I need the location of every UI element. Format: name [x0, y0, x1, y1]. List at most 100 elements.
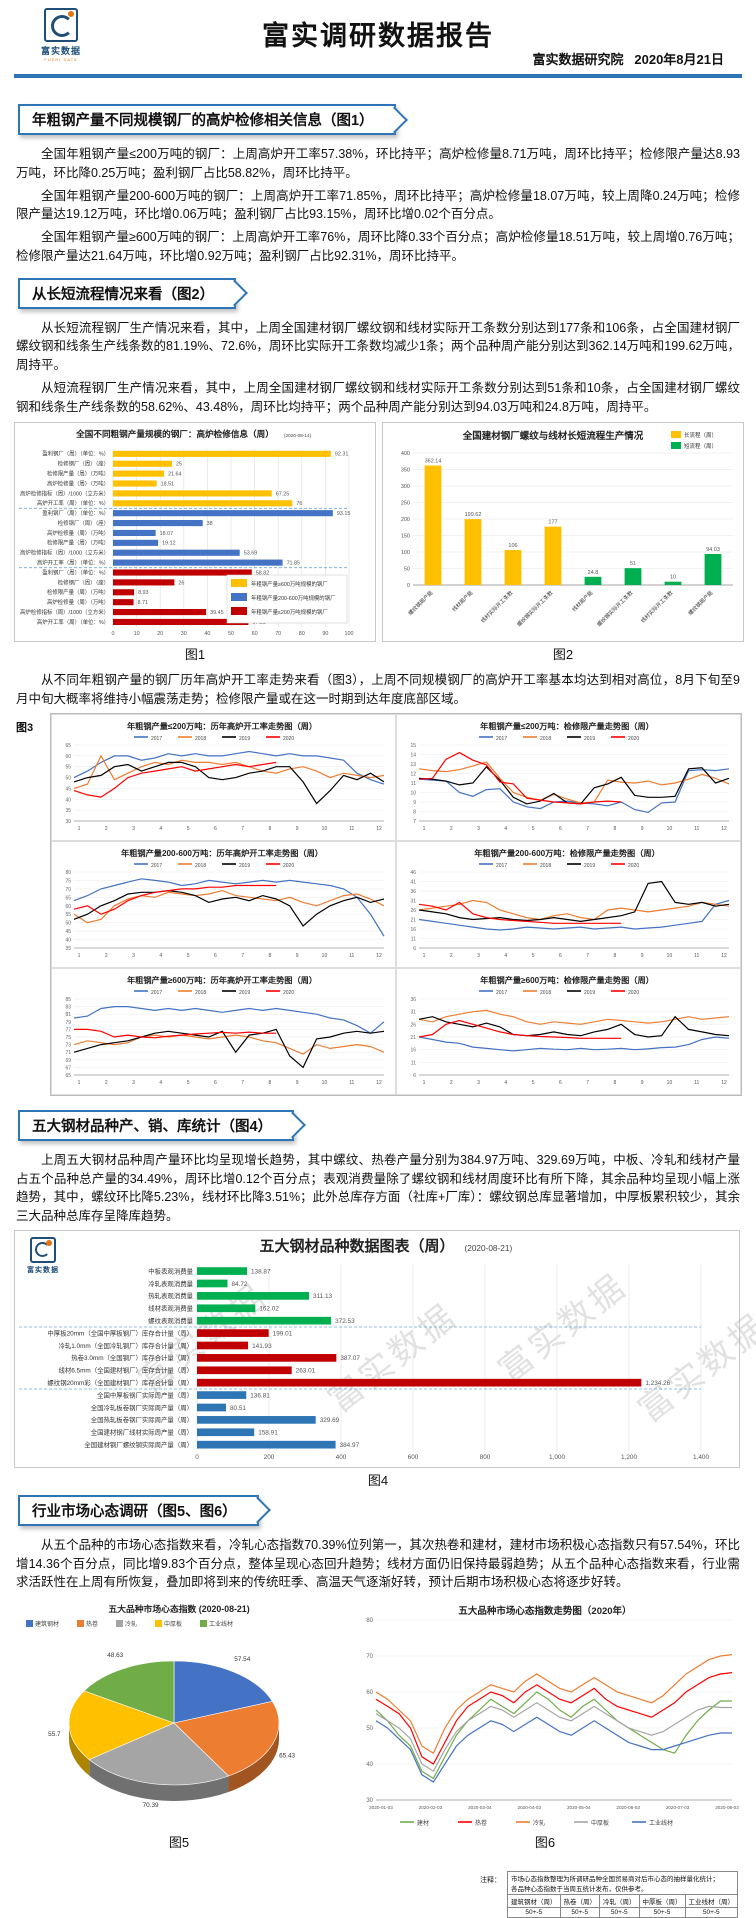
svg-text:60: 60 [65, 754, 71, 760]
svg-text:41: 41 [410, 879, 416, 885]
svg-text:高炉开工率（周）（单位：%）: 高炉开工率（周）（单位：%） [37, 499, 109, 507]
svg-text:螺纹表观消费量: 螺纹表观消费量 [148, 1316, 193, 1325]
svg-text:81: 81 [65, 1012, 71, 1018]
svg-text:46: 46 [410, 870, 416, 876]
svg-text:329.69: 329.69 [320, 1417, 340, 1424]
svg-text:检修限产量（周）（万吨）: 检修限产量（周）（万吨） [47, 470, 109, 478]
svg-text:全国建材钢厂螺纹钢实际周产量（周）: 全国建材钢厂螺纹钢实际周产量（周） [84, 1440, 193, 1449]
svg-text:2020: 2020 [283, 736, 294, 742]
chart-fig2-process-bars: 全国建材钢厂螺纹与线材长短流程生产情况 长流程（周） 短流程（周） 0 50 100 150… [382, 422, 744, 643]
svg-text:线材表观消费量: 线材表观消费量 [148, 1303, 193, 1312]
svg-text:8: 8 [269, 953, 272, 959]
svg-text:高炉检修量（周）（万吨）: 高炉检修量（周）（万吨） [47, 529, 109, 537]
svg-text:9: 9 [641, 1080, 644, 1086]
svg-text:9: 9 [641, 826, 644, 832]
svg-text:3: 3 [132, 953, 135, 959]
svg-text:年粗钢产量200-600万吨规模的钢厂: 年粗钢产量200-600万吨规模的钢厂 [251, 594, 336, 602]
svg-text:2017: 2017 [151, 990, 162, 996]
svg-text:31: 31 [410, 1009, 416, 1015]
svg-text:18.07: 18.07 [160, 531, 174, 537]
svg-text:83: 83 [65, 1004, 71, 1010]
chart-fig3-large600-utilization: 年粗钢产量≥600万吨：历年高炉开工率走势图（周） 2017 2018 2019 202… [51, 967, 396, 1095]
svg-text:6: 6 [214, 953, 217, 959]
svg-text:65: 65 [65, 743, 71, 749]
header-meta: 富实数据研究院 2020年8月21日 [533, 49, 724, 68]
svg-text:12: 12 [721, 953, 727, 959]
svg-text:75: 75 [65, 878, 71, 884]
svg-text:57.54: 57.54 [234, 1656, 250, 1663]
svg-text:全国不同粗钢产量规模的钢厂：高炉检修信息（周）: 全国不同粗钢产量规模的钢厂：高炉检修信息（周） [75, 428, 274, 439]
svg-text:12: 12 [721, 826, 727, 832]
logo-text-small: 富实数据 [27, 1266, 59, 1274]
svg-text:311.13: 311.13 [313, 1293, 333, 1300]
svg-text:71.85: 71.85 [287, 561, 301, 567]
svg-text:2019: 2019 [584, 863, 595, 869]
svg-text:92.31: 92.31 [335, 452, 349, 458]
svg-text:50: 50 [366, 1726, 373, 1732]
svg-text:螺纹钢实际开工条数: 螺纹钢实际开工条数 [515, 589, 555, 629]
svg-text:2020: 2020 [628, 990, 639, 996]
svg-text:11: 11 [349, 953, 354, 959]
svg-text:15: 15 [410, 743, 416, 749]
svg-text:线材实际开工条数: 线材实际开工条数 [479, 589, 515, 625]
section1-title: 年粗钢产量不同规模钢厂的高炉检修相关信息（图1） [18, 104, 396, 135]
svg-text:5: 5 [532, 826, 535, 832]
svg-text:8: 8 [269, 1080, 272, 1086]
svg-text:5: 5 [187, 1080, 190, 1086]
svg-text:12: 12 [410, 771, 416, 777]
svg-text:盈利钢厂（周）（单位：%）: 盈利钢厂（周）（单位：%） [42, 450, 109, 458]
svg-text:0: 0 [195, 1454, 199, 1461]
svg-text:26: 26 [410, 908, 416, 914]
svg-text:800: 800 [480, 1454, 491, 1461]
svg-text:线材6.5mm（全国建材钢厂）库存合计量（周）: 线材6.5mm（全国建材钢厂）库存合计量（周） [58, 1365, 193, 1374]
svg-text:10: 10 [322, 826, 328, 832]
svg-text:73: 73 [65, 1042, 71, 1048]
svg-text:年粗钢产量≤200万吨：检修限产量走势图（周）: 年粗钢产量≤200万吨：检修限产量走势图（周） [480, 721, 654, 731]
svg-text:55: 55 [65, 912, 71, 918]
svg-text:162.02: 162.02 [259, 1305, 279, 1312]
svg-text:3: 3 [477, 953, 480, 959]
svg-text:50: 50 [65, 775, 71, 781]
svg-text:工业线材: 工业线材 [209, 1620, 233, 1628]
svg-text:21: 21 [410, 917, 416, 923]
svg-text:5: 5 [187, 826, 190, 832]
svg-text:2020-04-03: 2020-04-03 [518, 1805, 542, 1810]
svg-text:6: 6 [559, 953, 562, 959]
svg-text:11: 11 [411, 1060, 416, 1066]
svg-text:10: 10 [670, 575, 676, 581]
fig6-caption: 图6 [534, 1835, 556, 1850]
company-logo: 富实数据 FUSHI DATA [36, 8, 86, 62]
svg-text:2: 2 [105, 826, 108, 832]
fig4-caption: 图4 [367, 1472, 389, 1488]
svg-text:10: 10 [410, 790, 416, 796]
svg-text:6: 6 [559, 1080, 562, 1086]
svg-text:20: 20 [157, 631, 163, 637]
svg-text:2019: 2019 [584, 736, 595, 742]
svg-text:250: 250 [401, 501, 410, 507]
svg-text:85: 85 [65, 997, 71, 1003]
fig3-grid: 年粗钢产量≤200万吨：历年高炉开工率走势图（周） 2017 2018 2019 202… [50, 712, 742, 1096]
svg-text:384.97: 384.97 [340, 1442, 360, 1449]
svg-text:3: 3 [477, 1080, 480, 1086]
svg-text:7: 7 [413, 819, 416, 825]
chart-fig6-sentiment-lines: 五大品种市场心态指数走势图（2020年） 建材 热卷 冷轧 中厚板 工业线材 30 40 50 6… [350, 1598, 740, 1830]
svg-text:25: 25 [176, 462, 182, 468]
svg-text:建材: 建材 [417, 1819, 429, 1827]
svg-text:8: 8 [614, 953, 617, 959]
chart-fig3-large600-maintenance: 年粗钢产量≥600万吨：检修限产量走势图（周） 2017 2018 2019 2020 6… [396, 967, 741, 1095]
svg-text:70.39: 70.39 [143, 1802, 159, 1809]
svg-text:热轧表观消费量: 热轧表观消费量 [148, 1291, 193, 1300]
svg-text:7: 7 [586, 826, 589, 832]
svg-text:盈利钢厂（周）（单位：%）: 盈利钢厂（周）（单位：%） [42, 569, 109, 577]
fig3-caption: 图3 [16, 721, 34, 734]
svg-text:2020-08-03: 2020-08-03 [715, 1805, 739, 1810]
report-footer: 注释： 市场心态指数整理为所调研品种全国贸易商对后市心态的抽样量化统计； 各品种… [14, 1871, 742, 1918]
svg-text:2017: 2017 [151, 736, 162, 742]
chart-fig3-mid200-600-utilization: 年粗钢产量200-600万吨：历年高炉开工率走势图（周） 2017 2018 2019… [51, 840, 396, 968]
svg-text:2020-05-04: 2020-05-04 [567, 1805, 591, 1810]
footnote-table-header: 建筑钢材（周） 热卷（周） 冷轧（周） 中厚板（周） 工业线材（周） [507, 1894, 738, 1908]
svg-text:检修钢厂（周）（座）: 检修钢厂（周）（座） [58, 519, 109, 527]
svg-text:76: 76 [296, 501, 302, 507]
svg-text:热卷3.0mm（全国钢厂）库存合计量（周）: 热卷3.0mm（全国钢厂）库存合计量（周） [71, 1353, 193, 1362]
svg-text:11: 11 [411, 781, 416, 787]
